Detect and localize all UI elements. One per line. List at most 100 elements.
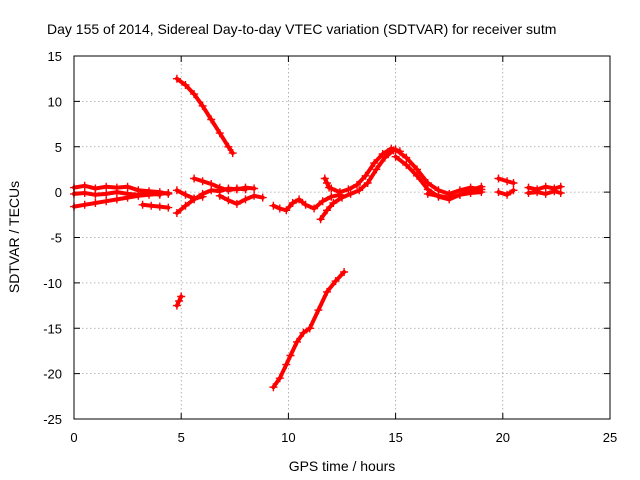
series-line: [140, 202, 171, 210]
data-point: [91, 190, 100, 199]
data-point: [269, 201, 278, 210]
data-point: [215, 183, 224, 192]
data-point: [172, 186, 181, 195]
data-point: [445, 193, 454, 202]
data-point: [402, 160, 411, 169]
series-line: [318, 148, 396, 222]
series-line: [174, 76, 235, 156]
data-point: [323, 287, 331, 296]
data-point: [112, 195, 121, 204]
series-seg-c6: [320, 174, 334, 192]
data-point: [164, 203, 173, 212]
data-point: [172, 301, 181, 310]
data-point: [91, 199, 100, 207]
y-tick-label: 10: [48, 94, 62, 109]
series-line: [72, 183, 171, 196]
data-point: [224, 142, 233, 151]
series-group: [70, 74, 565, 392]
series-seg-b5: [190, 174, 250, 195]
data-point: [175, 297, 184, 305]
data-point: [250, 184, 259, 193]
series-seg-b2: [172, 292, 186, 310]
data-point: [288, 199, 297, 207]
data-point: [172, 209, 181, 217]
x-tick-label: 5: [178, 430, 185, 445]
y-tick-label: -25: [43, 412, 62, 427]
x-axis-label: GPS time / hours: [289, 458, 396, 474]
data-point: [147, 201, 156, 210]
data-point: [190, 90, 199, 99]
data-point: [338, 193, 346, 202]
data-point: [391, 152, 400, 161]
y-axis-label: SDTVAR / TECUs: [6, 181, 22, 293]
data-point: [198, 177, 207, 186]
data-point: [134, 191, 143, 200]
data-point: [541, 182, 550, 191]
data-point: [533, 188, 542, 197]
data-point: [541, 189, 550, 198]
plot-frame: [73, 55, 611, 420]
data-point: [155, 189, 164, 198]
data-point: [346, 189, 355, 198]
y-tick-label: 0: [55, 185, 62, 200]
series-seg-e2: [494, 186, 518, 199]
data-point: [455, 190, 464, 199]
data-point: [224, 186, 233, 195]
y-tick-labels: 15 10 5 0 -5 -10 -15 -20 -25: [43, 49, 62, 427]
data-point: [282, 206, 291, 215]
data-point: [232, 199, 241, 208]
data-point: [391, 145, 400, 154]
data-point: [80, 189, 89, 197]
series-seg-d3: [423, 182, 486, 202]
data-point: [466, 186, 475, 195]
data-point: [286, 351, 295, 360]
data-point: [207, 180, 216, 188]
series-seg-c1: [269, 324, 314, 392]
data-point: [155, 202, 164, 211]
data-point: [224, 196, 233, 205]
data-point: [275, 204, 284, 213]
data-point: [215, 129, 224, 138]
data-point: [293, 337, 301, 346]
series-line: [174, 188, 205, 201]
data-point: [181, 81, 190, 89]
data-point: [509, 186, 518, 195]
series-line: [72, 191, 171, 209]
series-seg-b4: [172, 186, 207, 203]
data-point: [232, 184, 241, 193]
data-point: [123, 182, 132, 191]
data-point: [190, 194, 199, 203]
data-point: [269, 383, 278, 392]
data-point: [329, 199, 338, 207]
data-point: [310, 204, 319, 213]
data-point: [299, 328, 308, 337]
data-point: [363, 179, 372, 187]
data-point: [402, 153, 411, 162]
data-point: [524, 189, 533, 197]
data-point: [423, 189, 432, 198]
data-point: [102, 182, 111, 191]
data-point: [325, 183, 334, 192]
data-point: [335, 188, 344, 197]
series-seg-f2: [524, 187, 565, 198]
data-point: [80, 181, 89, 190]
data-point: [301, 200, 310, 209]
data-point: [355, 186, 364, 195]
series-seg-b6: [215, 191, 267, 208]
data-point: [372, 165, 381, 174]
data-point: [477, 182, 486, 191]
data-point: [282, 360, 291, 369]
y-tick-label: -5: [50, 231, 62, 246]
data-point: [198, 101, 207, 110]
data-point: [320, 174, 329, 183]
data-point: [503, 177, 512, 186]
data-point: [241, 195, 250, 204]
data-point: [241, 185, 250, 194]
data-point: [138, 200, 147, 209]
series-seg-e1: [494, 174, 518, 187]
data-point: [80, 200, 89, 209]
data-point: [181, 190, 190, 199]
series-seg-c2: [305, 268, 349, 333]
data-point: [198, 192, 207, 201]
